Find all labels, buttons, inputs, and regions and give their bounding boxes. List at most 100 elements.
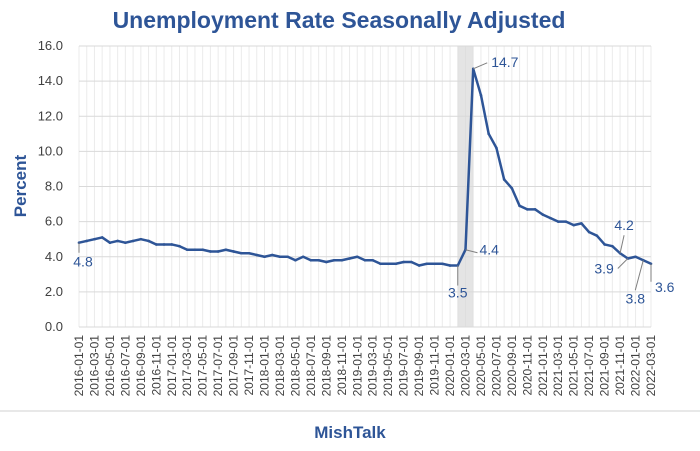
data-point — [410, 260, 413, 264]
footer-source-label: MishTalk — [314, 423, 386, 442]
data-point — [85, 239, 89, 243]
data-point — [572, 223, 576, 227]
data-point — [526, 208, 529, 211]
data-point — [402, 260, 405, 264]
data-point — [185, 248, 189, 252]
data-label: 4.2 — [614, 217, 634, 233]
x-tick-label: 2022-01-01 — [629, 335, 643, 397]
data-point — [417, 264, 421, 267]
x-tick-label: 2018-01-01 — [258, 335, 272, 397]
x-tick-label: 2022-03-01 — [644, 335, 658, 397]
horizontal-gridlines — [79, 45, 651, 328]
data-point — [355, 255, 359, 259]
data-point — [556, 220, 560, 223]
data-label: 14.7 — [491, 54, 518, 70]
x-tick-label: 2020-11-01 — [520, 335, 534, 396]
data-point — [116, 239, 119, 243]
data-point — [479, 93, 483, 97]
y-axis-label: Percent — [11, 154, 30, 217]
y-tick-label: 12.0 — [38, 108, 63, 123]
y-tick-label: 6.0 — [45, 214, 63, 229]
data-point — [247, 251, 251, 255]
x-tick-label: 2017-11-01 — [242, 335, 256, 396]
data-point — [139, 237, 143, 241]
x-tick-label: 2019-03-01 — [366, 335, 380, 397]
data-point — [178, 244, 181, 248]
x-tick-label: 2016-03-01 — [87, 335, 101, 397]
data-point — [294, 258, 297, 262]
x-tick-label: 2021-09-01 — [598, 335, 612, 397]
data-point — [348, 257, 351, 260]
y-tick-label: 10.0 — [38, 143, 63, 158]
annotation-leader — [634, 260, 644, 291]
data-point — [448, 264, 452, 267]
y-tick-label: 16.0 — [38, 38, 63, 53]
annotation-leader — [473, 62, 488, 70]
data-point — [154, 243, 158, 246]
x-tick-label: 2020-09-01 — [505, 335, 519, 397]
data-point — [332, 258, 336, 262]
x-tick-label: 2019-09-01 — [412, 335, 426, 397]
data-point — [363, 258, 367, 262]
y-tick-label: 4.0 — [45, 249, 63, 264]
data-point — [440, 262, 444, 266]
x-tick-label: 2016-05-01 — [103, 335, 117, 397]
x-tick-label: 2020-07-01 — [489, 335, 503, 397]
x-tick-label: 2017-01-01 — [165, 335, 179, 397]
x-tick-label: 2021-05-01 — [567, 335, 581, 397]
data-point — [255, 253, 259, 257]
data-point — [580, 222, 583, 225]
data-label: 4.8 — [73, 254, 93, 270]
x-axis-ticks: 2016-01-01 2016-03-01 2016-05-01 2016-07-01… — [72, 335, 658, 397]
x-tick-label: 2019-05-01 — [381, 335, 395, 397]
x-tick-label: 2018-03-01 — [273, 335, 287, 397]
annotation-leader — [617, 258, 629, 269]
y-axis-ticks: 0.0 2.0 4.0 6.0 8.0 10.0 12.0 14.0 16.0 — [38, 38, 63, 334]
data-label: 3.8 — [626, 290, 646, 306]
data-point — [309, 258, 313, 262]
data-point — [232, 250, 235, 253]
x-tick-label: 2018-11-01 — [335, 335, 349, 396]
data-point — [371, 258, 375, 262]
x-tick-label: 2017-05-01 — [196, 335, 210, 397]
x-tick-label: 2021-07-01 — [582, 335, 596, 397]
data-point — [595, 234, 599, 237]
data-point — [240, 251, 243, 255]
y-tick-label: 2.0 — [45, 284, 63, 299]
x-tick-label: 2016-01-01 — [72, 335, 86, 397]
data-point — [193, 248, 197, 252]
x-tick-label: 2016-07-01 — [118, 335, 132, 397]
data-point — [162, 243, 166, 246]
y-tick-label: 0.0 — [45, 319, 63, 334]
data-label: 3.6 — [655, 279, 675, 295]
data-label: 3.9 — [594, 261, 614, 277]
data-point — [425, 262, 429, 266]
data-point — [147, 239, 150, 243]
x-tick-label: 2019-01-01 — [350, 335, 364, 397]
x-tick-label: 2018-07-01 — [304, 335, 318, 397]
data-point — [170, 243, 174, 246]
data-point — [549, 216, 552, 220]
data-annotations: 4.8 3.5 4.4 14.7 4.2 3.9 3.8 3.6 — [73, 54, 674, 306]
x-tick-label: 2017-09-01 — [227, 335, 241, 397]
data-point — [587, 230, 591, 234]
data-point — [124, 241, 127, 244]
x-tick-label: 2019-11-01 — [428, 335, 442, 396]
x-tick-label: 2018-05-01 — [288, 335, 302, 397]
data-point — [93, 237, 96, 241]
y-tick-label: 8.0 — [45, 179, 63, 194]
data-point — [379, 262, 382, 266]
data-point — [533, 208, 537, 211]
data-point — [510, 186, 514, 190]
data-point — [100, 236, 104, 239]
data-point — [518, 204, 521, 208]
data-label: 4.4 — [479, 242, 499, 258]
data-point — [131, 239, 135, 243]
data-point — [317, 258, 320, 262]
data-point — [270, 253, 274, 257]
data-point — [634, 255, 637, 259]
x-tick-label: 2018-09-01 — [319, 335, 333, 397]
data-point — [340, 258, 344, 262]
data-point — [394, 262, 398, 266]
